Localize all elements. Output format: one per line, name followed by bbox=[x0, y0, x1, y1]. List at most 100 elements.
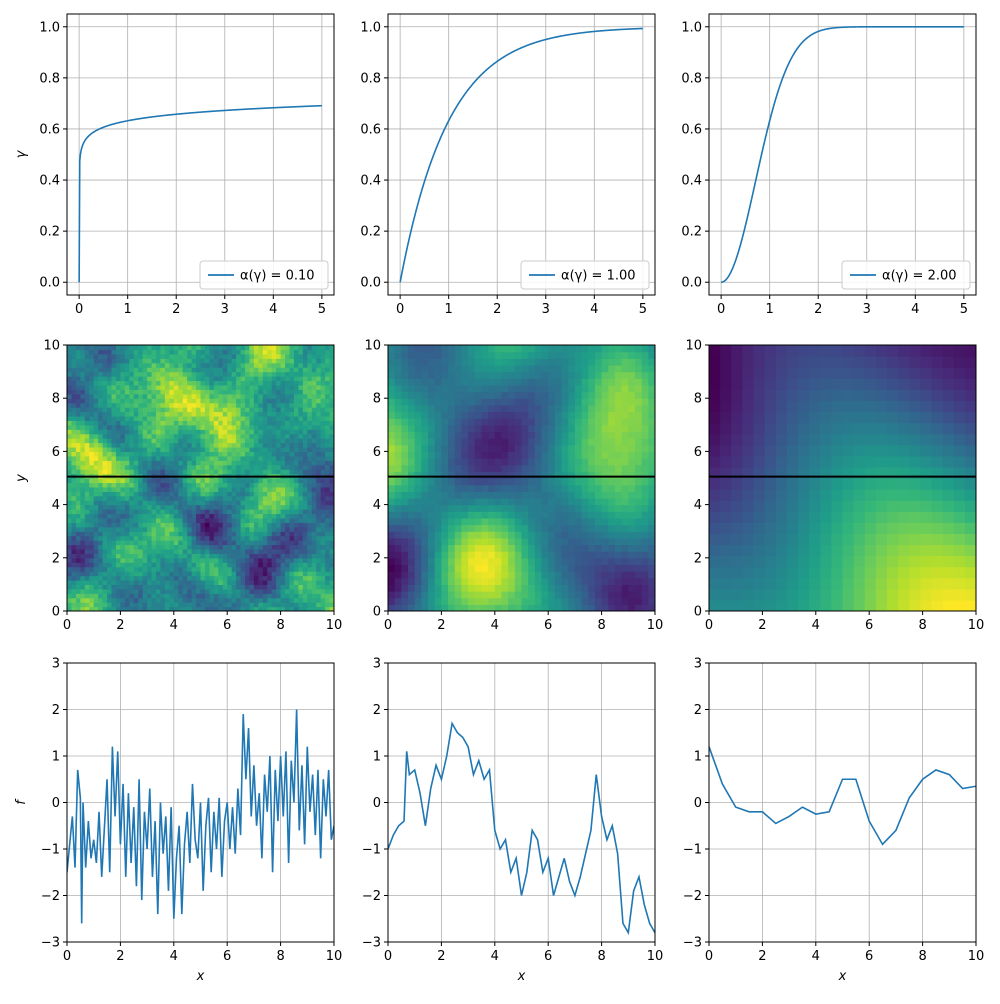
heatmap-cell bbox=[232, 487, 237, 492]
heatmap-cell bbox=[290, 412, 295, 417]
heatmap-cell bbox=[236, 496, 241, 501]
heatmap-cell bbox=[187, 420, 192, 425]
heatmap-cell bbox=[501, 491, 508, 498]
heatmap-cell bbox=[187, 469, 192, 474]
heatmap-cell bbox=[241, 398, 246, 403]
heatmap-cell bbox=[294, 403, 299, 408]
heatmap-cell bbox=[455, 451, 462, 458]
heatmap-cell bbox=[223, 447, 228, 452]
heatmap-cell bbox=[236, 562, 241, 567]
heatmap-cell bbox=[209, 407, 214, 412]
heatmap-cell bbox=[290, 389, 295, 394]
heatmap-cell bbox=[272, 345, 277, 350]
heatmap-cell bbox=[201, 487, 206, 492]
heatmap-cell bbox=[98, 358, 103, 363]
heatmap-cell bbox=[76, 398, 81, 403]
heatmap-cell bbox=[116, 531, 121, 536]
heatmap-cell bbox=[94, 407, 99, 412]
heatmap-cell bbox=[169, 429, 174, 434]
heatmap-cell bbox=[125, 527, 130, 532]
heatmap-cell bbox=[307, 403, 312, 408]
heatmap-cell bbox=[223, 389, 228, 394]
heatmap-cell bbox=[421, 425, 428, 432]
heatmap-cell bbox=[232, 451, 237, 456]
heatmap-cell bbox=[441, 571, 448, 578]
heatmap-cell bbox=[143, 403, 148, 408]
heatmap-cell bbox=[582, 545, 589, 552]
heatmap-cell bbox=[129, 434, 134, 439]
heatmap-cell bbox=[218, 349, 223, 354]
heatmap-cell bbox=[321, 403, 326, 408]
heatmap-cell bbox=[508, 465, 515, 472]
heatmap-cell bbox=[196, 434, 201, 439]
heatmap-cell bbox=[542, 412, 549, 419]
heatmap-cell bbox=[134, 385, 139, 390]
heatmap-cell bbox=[183, 376, 188, 381]
heatmap-cell bbox=[209, 398, 214, 403]
heatmap-cell bbox=[241, 558, 246, 563]
heatmap-cell bbox=[290, 403, 295, 408]
heatmap-cell bbox=[316, 509, 321, 514]
heatmap-cell bbox=[448, 425, 455, 432]
heatmap-cell bbox=[183, 545, 188, 550]
heatmap-cell bbox=[232, 558, 237, 563]
heatmap-cell bbox=[160, 363, 165, 368]
heatmap-cell bbox=[112, 509, 117, 514]
heatmap-cell bbox=[214, 469, 219, 474]
heatmap-cell bbox=[582, 478, 589, 485]
heatmap-cell bbox=[325, 398, 330, 403]
heatmap-cell bbox=[218, 598, 223, 603]
heatmap-cell bbox=[388, 478, 395, 485]
heatmap-cell bbox=[562, 505, 569, 512]
heatmap-cell bbox=[116, 487, 121, 492]
heatmap-cell bbox=[468, 525, 475, 532]
heatmap-cell bbox=[294, 509, 299, 514]
heatmap-cell bbox=[415, 518, 422, 525]
heatmap-cell bbox=[258, 491, 263, 496]
heatmap-cell bbox=[254, 380, 259, 385]
heatmap-cell bbox=[232, 354, 237, 359]
heatmap-cell bbox=[254, 407, 259, 412]
heatmap-cell bbox=[267, 385, 272, 390]
heatmap-cell bbox=[156, 460, 161, 465]
heatmap-cell bbox=[67, 478, 72, 483]
heatmap-cell bbox=[67, 407, 72, 412]
heatmap-cell bbox=[178, 491, 183, 496]
heatmap-cell bbox=[201, 345, 206, 350]
heatmap-cell bbox=[258, 602, 263, 607]
heatmap-cell bbox=[192, 509, 197, 514]
heatmap-cell bbox=[138, 549, 143, 554]
heatmap-cell bbox=[232, 403, 237, 408]
heatmap-cell bbox=[134, 509, 139, 514]
heatmap-cell bbox=[67, 505, 72, 510]
heatmap-cell bbox=[501, 525, 508, 532]
heatmap-cell bbox=[107, 589, 112, 594]
heatmap-cell bbox=[94, 496, 99, 501]
heatmap-cell bbox=[468, 545, 475, 552]
heatmap-cell bbox=[428, 591, 435, 598]
heatmap-cell bbox=[535, 598, 542, 605]
heatmap-cell bbox=[107, 553, 112, 558]
heatmap-cell bbox=[267, 447, 272, 452]
heatmap-cell bbox=[192, 580, 197, 585]
heatmap-cell bbox=[174, 443, 179, 448]
heatmap-cell bbox=[395, 445, 402, 452]
heatmap-cell bbox=[218, 482, 223, 487]
heatmap-cell bbox=[290, 425, 295, 430]
heatmap-cell bbox=[160, 438, 165, 443]
heatmap-cell bbox=[156, 567, 161, 572]
heatmap-cell bbox=[187, 482, 192, 487]
axes-frame bbox=[67, 14, 334, 295]
heatmap-cell bbox=[615, 438, 622, 445]
heatmap-cell bbox=[448, 431, 455, 438]
heatmap-cell bbox=[227, 349, 232, 354]
heatmap-cell bbox=[254, 522, 259, 527]
heatmap-cell bbox=[562, 564, 569, 571]
heatmap-cell bbox=[218, 376, 223, 381]
heatmap-cell bbox=[312, 522, 317, 527]
heatmap-cell bbox=[187, 367, 192, 372]
y-tick-label: 0 bbox=[52, 605, 60, 620]
heatmap-cell bbox=[143, 540, 148, 545]
heatmap-cell bbox=[183, 567, 188, 572]
heatmap-cell bbox=[508, 511, 515, 518]
